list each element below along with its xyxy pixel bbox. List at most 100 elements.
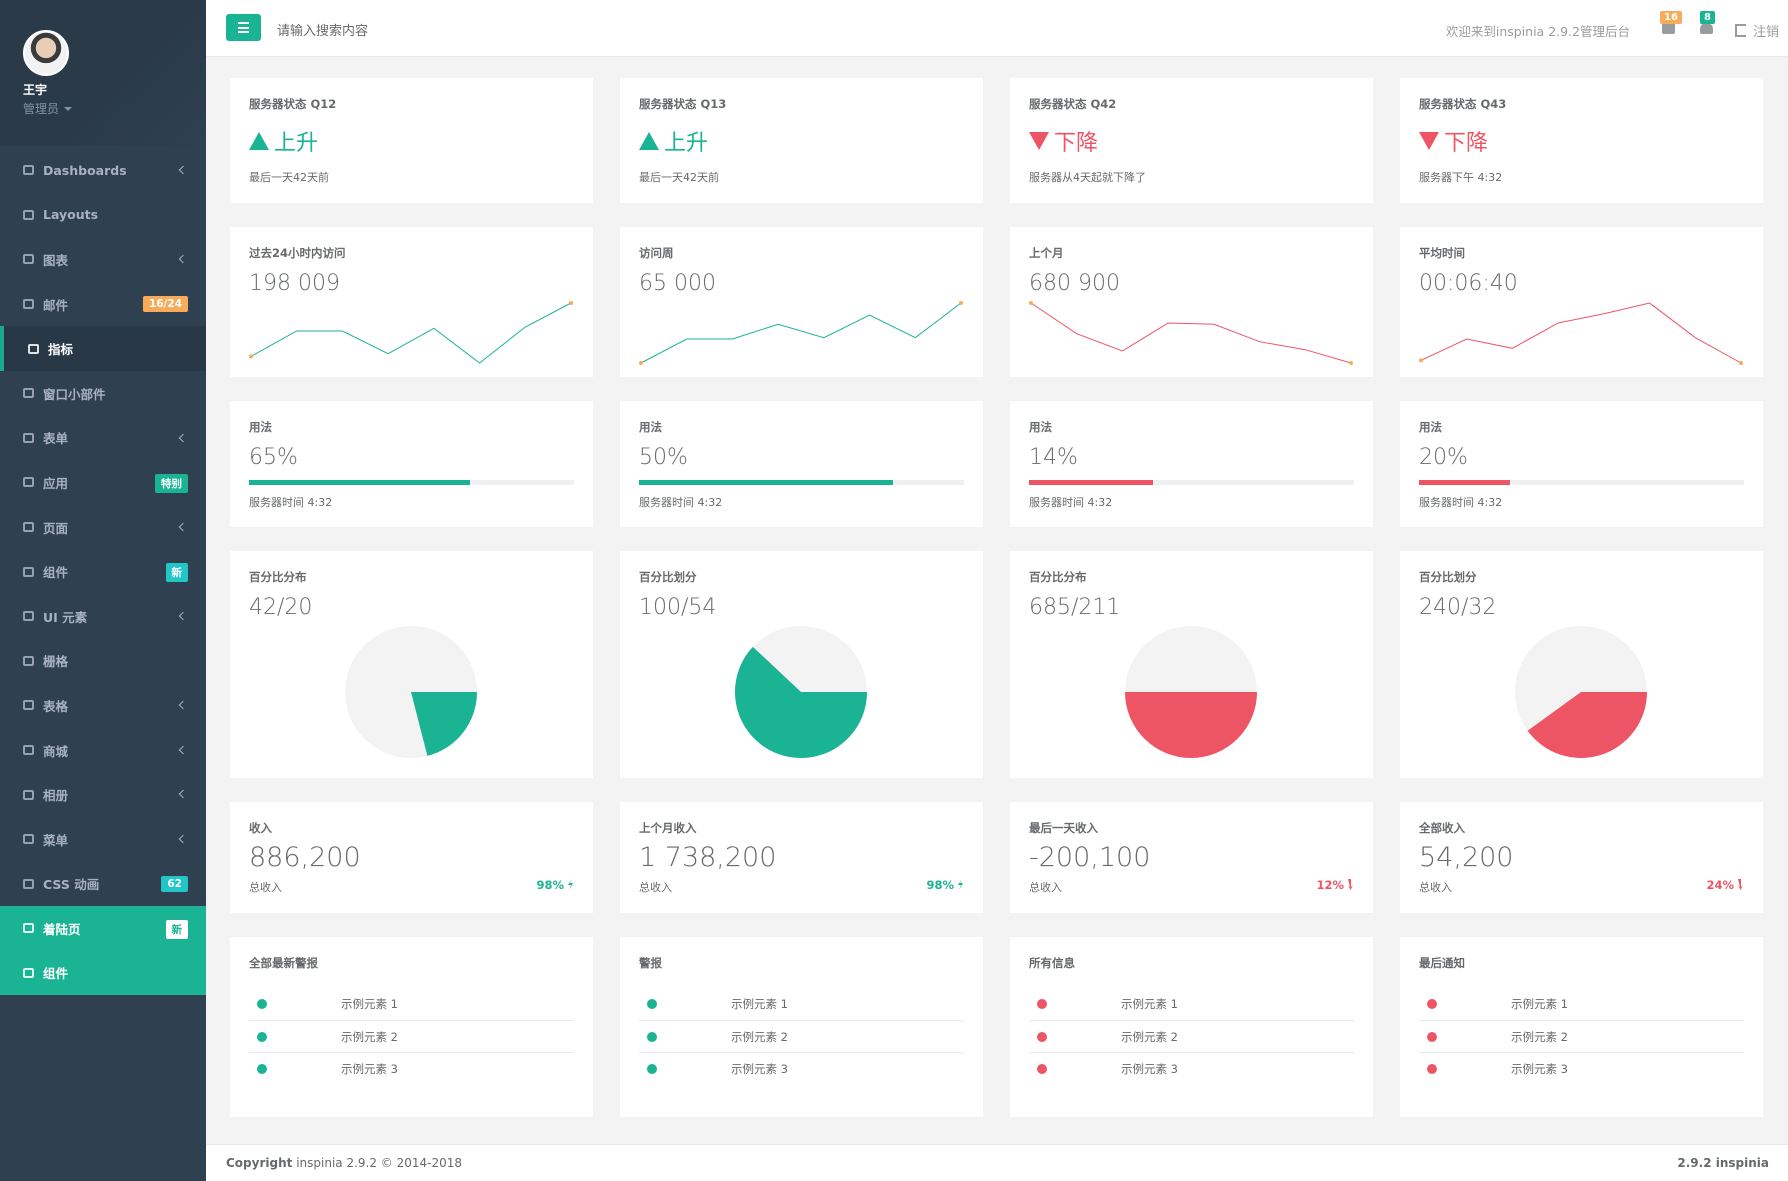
change-icon-shape — [568, 879, 573, 890]
avatar[interactable] — [23, 30, 69, 76]
card-title: 警报 — [639, 956, 662, 970]
menu-badge: 62 — [161, 875, 188, 892]
menu-arrow — [178, 165, 188, 175]
progress-track — [639, 480, 964, 485]
menu-item[interactable]: 图表 — [0, 237, 206, 282]
card-value: 42/20 — [249, 595, 313, 620]
mail-badge: 16 — [1660, 11, 1682, 24]
menu-arrow — [178, 700, 188, 710]
income-card: 收入 886,200 总收入 98% — [230, 802, 593, 913]
list-item[interactable]: 示例元素 3 — [249, 1052, 574, 1084]
usage-card: 用法 20% 服务器时间 4:32 — [1400, 401, 1763, 527]
pie-slice — [411, 692, 477, 756]
menu-item[interactable]: 窗口小部件 — [0, 371, 206, 416]
footer: Copyright inspinia 2.9.2 © 2014-2018 2.9… — [206, 1144, 1788, 1181]
list-item[interactable]: 示例元素 3 — [639, 1052, 964, 1084]
user-name: 王宇 — [23, 83, 48, 97]
sparkline-dot — [569, 301, 573, 305]
menu-item[interactable]: Layouts — [0, 193, 206, 238]
progress-bar — [639, 480, 893, 485]
menu-item[interactable]: UI 元素 — [0, 594, 206, 639]
change-percent: 24% — [1706, 878, 1744, 892]
menu-item[interactable]: 菜单 — [0, 817, 206, 862]
list-item[interactable]: 示例元素 2 — [1419, 1020, 1744, 1052]
list-item[interactable]: 示例元素 2 — [249, 1020, 574, 1052]
menu-label: 应用 — [43, 475, 69, 491]
card-value: 20% — [1419, 445, 1468, 470]
menu-item[interactable]: 邮件 16/24 — [0, 282, 206, 327]
list-item[interactable]: 示例元素 1 — [1419, 988, 1744, 1020]
list-item[interactable]: 示例元素 3 — [1419, 1052, 1744, 1084]
menu-icon — [23, 611, 34, 622]
menu-item[interactable]: 表单 — [0, 416, 206, 461]
change-icon-shape — [958, 879, 963, 890]
list-card: 全部最新警报示例元素 1 示例元素 2 示例元素 3 — [230, 937, 593, 1117]
change-icon-shape — [1738, 879, 1743, 890]
list-item[interactable]: 示例元素 2 — [1029, 1020, 1354, 1052]
list-item[interactable]: 示例元素 3 — [1029, 1052, 1354, 1084]
status-card: 服务器状态 Q42 下降 服务器从4天起就下降了 — [1010, 78, 1373, 203]
menu-toggle[interactable] — [226, 14, 261, 41]
menu-arrow — [178, 745, 188, 754]
status-dot — [257, 999, 267, 1009]
menu-label: 表格 — [43, 698, 69, 714]
income-card: 上个月收入 1 738,200 总收入 98% — [620, 802, 983, 913]
alert-icon[interactable] — [1700, 23, 1713, 34]
menu-item[interactable]: CSS 动画 62 — [0, 862, 206, 907]
card-title: 收入 — [249, 821, 272, 835]
list-text: 示例元素 1 — [341, 997, 398, 1011]
menu-item[interactable]: 商城 — [0, 728, 206, 773]
income-card: 全部收入 54,200 总收入 24% — [1400, 802, 1763, 913]
list-card: 最后通知 示例元素 1 示例元素 2 示例元素 3 — [1400, 937, 1763, 1117]
search-input[interactable]: 请输入搜索内容 — [277, 24, 369, 39]
sparkline — [249, 301, 573, 364]
menu-item[interactable]: 组件 新 — [0, 549, 206, 594]
user-role[interactable]: 管理员 — [23, 100, 72, 117]
menu-badge: 新 — [165, 563, 188, 583]
menu-item[interactable]: 页面 — [0, 505, 206, 550]
logout[interactable]: 注销 — [1735, 21, 1779, 40]
card-title: 访问周 — [639, 246, 674, 260]
menu-label: 组件 — [43, 966, 69, 982]
trend: 上升 — [639, 125, 965, 157]
change-value: 24% — [1706, 878, 1734, 892]
menu-label: 窗口小部件 — [43, 386, 106, 402]
menu-icon — [23, 388, 34, 399]
card-title: 全部最新警报 — [249, 956, 318, 970]
menu-badge: 新 — [165, 920, 188, 940]
card-note: 最后一天42天前 — [639, 171, 719, 184]
menu-item[interactable]: 组件 — [0, 950, 206, 996]
card-title: 服务器状态 Q12 — [249, 97, 337, 111]
menu-item[interactable]: 表格 — [0, 683, 206, 728]
mail-icon[interactable] — [1662, 23, 1675, 34]
menu-label: 组件 — [43, 565, 69, 581]
card-value: 65% — [249, 445, 298, 470]
card-title: 所有信息 — [1029, 956, 1075, 970]
trend: 下降 — [1419, 125, 1745, 157]
menu-icon — [23, 165, 34, 176]
menu-item[interactable]: 指标 — [0, 326, 206, 371]
menu-icon — [23, 254, 34, 265]
visit-card: 平均时间 00:06:40 — [1400, 227, 1763, 377]
menu-label: UI 元素 — [43, 609, 88, 625]
list-item[interactable]: 示例元素 1 — [1029, 988, 1354, 1020]
list-item[interactable]: 示例元素 2 — [639, 1020, 964, 1052]
menu-label: 邮件 — [43, 297, 69, 313]
list-item[interactable]: 示例元素 1 — [249, 988, 574, 1020]
status-dot — [1427, 1031, 1437, 1042]
menu-item[interactable]: 着陆页 新 — [0, 906, 206, 951]
menu-item[interactable]: 栅格 — [0, 639, 206, 684]
menu-item[interactable]: 相册 — [0, 772, 206, 817]
menu-item[interactable]: 应用 特别 — [0, 460, 206, 505]
change-percent: 98% — [926, 878, 964, 892]
card-note: 服务器时间 4:32 — [1029, 496, 1113, 509]
list-text: 示例元素 1 — [1121, 997, 1178, 1011]
card-sub: 总收入 — [639, 881, 672, 894]
list-item[interactable]: 示例元素 1 — [639, 988, 964, 1020]
status-card: 服务器状态 Q13 上升 最后一天42天前 — [620, 78, 983, 203]
sparkline — [639, 301, 963, 365]
pie-card: 百分比分布 42/20 — [230, 551, 593, 778]
menu-item[interactable]: Dashboards — [0, 148, 206, 193]
card-value: 65 000 — [639, 271, 716, 296]
sparkline-line — [1420, 302, 1742, 364]
